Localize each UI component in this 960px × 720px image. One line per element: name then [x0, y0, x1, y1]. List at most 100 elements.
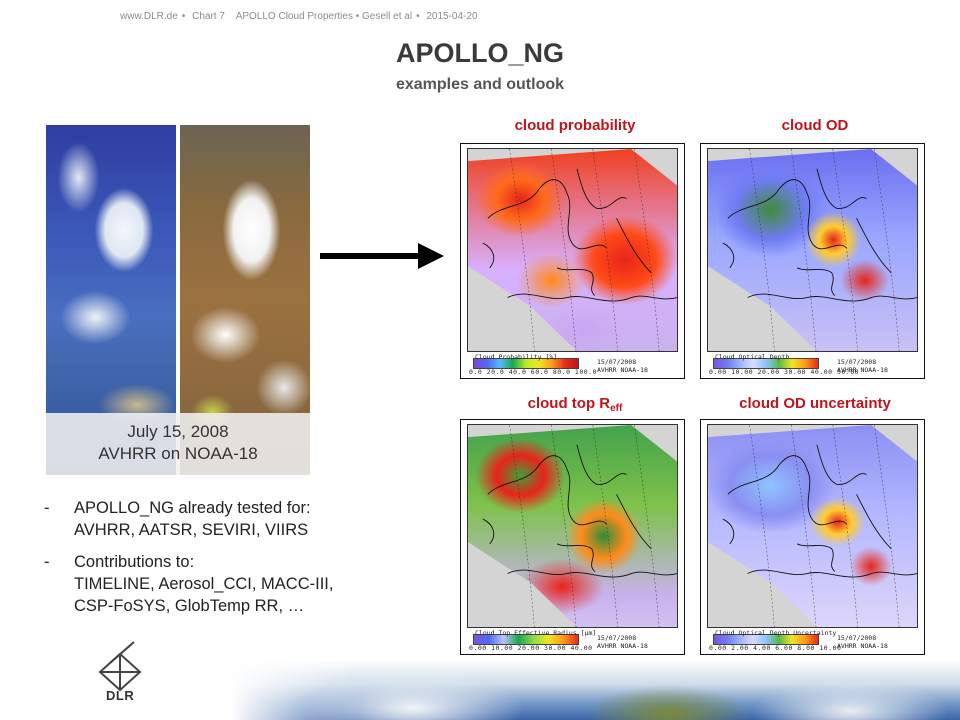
coastline — [616, 218, 652, 274]
graticule-line — [832, 149, 858, 351]
colorbar-ticks: 0.00 10.00 20.00 30.00 40.00 — [469, 644, 593, 652]
map-footer: Cloud Probability [%] 0.0 20.0 40.0 60.0 … — [467, 353, 678, 376]
map-satellite: AVHRR NOAA-18 — [597, 366, 648, 374]
map-cloud-top-reff: Cloud Top Effective Radius [µm] 0.00 10.0… — [460, 419, 685, 655]
map-footer: Cloud Optical Depth Uncertainty 0.00 2.00… — [707, 629, 918, 652]
coastline — [816, 168, 867, 209]
bullet-text: TIMELINE, Aerosol_CCI, MACC-III, — [74, 575, 334, 593]
colorbar — [473, 634, 579, 645]
bullet-text: CSP-FoSYS, GlobTemp RR, … — [74, 597, 305, 615]
map-satellite: AVHRR NOAA-18 — [837, 366, 888, 374]
bullet-text: AVHRR, AATSR, SEVIRI, VIIRS — [74, 521, 309, 539]
satellite-image-pair: July 15, 2008 AVHRR on NOAA-18 — [46, 125, 310, 475]
graticule-line — [791, 149, 817, 351]
map-date: 15/07/2008 — [837, 358, 877, 366]
coastline — [856, 218, 892, 274]
map-cloud-od: Cloud Optical Depth 0.00 10.00 20.00 30.0… — [700, 143, 925, 379]
panel-title-cloud-top-reff: cloud top Reff — [527, 395, 623, 414]
image-divider — [176, 125, 180, 475]
coastline — [482, 518, 495, 545]
map-date: 15/07/2008 — [837, 634, 877, 642]
earth-banner-image — [230, 660, 960, 720]
caption-instrument: AVHRR on NOAA-18 — [98, 444, 258, 463]
coastline — [727, 455, 847, 526]
colorbar-ticks: 0.00 2.00 4.00 6.00 8.00 10.00 — [709, 644, 842, 652]
coastline — [507, 293, 677, 302]
dlr-logo-text: DLR — [106, 688, 135, 703]
map-cloud-probability: Cloud Probability [%] 0.0 20.0 40.0 60.0 … — [460, 143, 685, 379]
map-plot-area — [467, 424, 678, 628]
colorbar — [713, 358, 819, 369]
coastline — [856, 494, 892, 550]
coastline-overlay — [482, 149, 677, 351]
colorbar — [713, 634, 819, 645]
slide-header: www.DLR.de • Chart 7 APOLLO Cloud Propert… — [120, 11, 478, 22]
header-chart: Chart 7 — [192, 11, 225, 22]
coastline — [796, 267, 836, 296]
colorbar-ticks: 0.00 10.00 20.00 30.00 40.00 50.00 — [709, 368, 860, 376]
graticule-line — [592, 149, 618, 351]
header-presentation: APOLLO Cloud Properties • Gesell et al — [235, 11, 413, 22]
bullet-item: - APOLLO_NG already tested for: AVHRR, A… — [44, 497, 434, 541]
map-plot-area — [707, 424, 918, 628]
map-plot-area — [707, 148, 918, 352]
bullet-text: APOLLO_NG already tested for: — [74, 499, 311, 517]
graticule-line — [874, 425, 900, 627]
map-satellite: AVHRR NOAA-18 — [837, 642, 888, 650]
graticule-line — [551, 149, 577, 351]
graticule-line — [749, 149, 775, 351]
map-satellite: AVHRR NOAA-18 — [597, 642, 648, 650]
coastline — [556, 267, 596, 296]
coastline — [576, 168, 627, 209]
graticule-line — [509, 425, 535, 627]
colorbar-label: Cloud Probability [%] — [475, 353, 558, 361]
coastline-overlay — [722, 149, 917, 351]
caption-date: July 15, 2008 — [127, 422, 229, 441]
coastline — [747, 293, 917, 302]
coastline — [816, 444, 867, 485]
colorbar-label: Cloud Optical Depth Uncertainty — [715, 629, 837, 637]
graticule-line — [551, 425, 577, 627]
graticule-line — [509, 149, 535, 351]
graticule-line — [874, 149, 900, 351]
map-plot-area — [467, 148, 678, 352]
graticule-line — [592, 425, 618, 627]
map-date: 15/07/2008 — [597, 358, 637, 366]
coastline — [727, 179, 847, 250]
map-cloud-od-uncertainty: Cloud Optical Depth Uncertainty 0.00 2.00… — [700, 419, 925, 655]
graticule-line — [749, 425, 775, 627]
graticule-line — [634, 425, 660, 627]
colorbar-label: Cloud Optical Depth — [715, 353, 790, 361]
image-caption: July 15, 2008 AVHRR on NOAA-18 — [46, 413, 310, 475]
bullet-item: - Contributions to: TIMELINE, Aerosol_CC… — [44, 551, 434, 617]
graticule-line — [832, 425, 858, 627]
graticule-line — [634, 149, 660, 351]
coastline-overlay — [722, 425, 917, 627]
coastline — [556, 543, 596, 572]
map-footer: Cloud Optical Depth 0.00 10.00 20.00 30.0… — [707, 353, 918, 376]
slide-subtitle: examples and outlook — [395, 76, 565, 93]
panel-title-cloud-probability: cloud probability — [514, 117, 636, 134]
dlr-logo-icon — [98, 641, 142, 692]
colorbar-ticks: 0.0 20.0 40.0 60.0 80.0 100.0 — [469, 368, 597, 376]
bullet-list: - APOLLO_NG already tested for: AVHRR, A… — [44, 497, 434, 627]
panel-title-cloud-od-uncertainty: cloud OD uncertainty — [739, 395, 891, 412]
right-arrow-icon — [320, 243, 444, 269]
coastline — [507, 569, 677, 578]
header-date: 2015-04-20 — [426, 11, 478, 22]
coastline — [722, 518, 735, 545]
coastline-overlay — [482, 425, 677, 627]
panel-title-cloud-od: cloud OD — [781, 117, 849, 134]
colorbar — [473, 358, 579, 369]
header-site: www.DLR.de — [120, 11, 178, 22]
colorbar-label: Cloud Top Effective Radius [µm] — [475, 629, 597, 637]
coastline — [487, 455, 607, 526]
map-date: 15/07/2008 — [597, 634, 637, 642]
bullet-text: Contributions to: — [74, 553, 195, 571]
coastline — [616, 494, 652, 550]
coastline — [747, 569, 917, 578]
coastline — [796, 543, 836, 572]
coastline — [482, 242, 495, 269]
map-footer: Cloud Top Effective Radius [µm] 0.00 10.0… — [467, 629, 678, 652]
slide-title: APOLLO_NG — [395, 38, 564, 68]
